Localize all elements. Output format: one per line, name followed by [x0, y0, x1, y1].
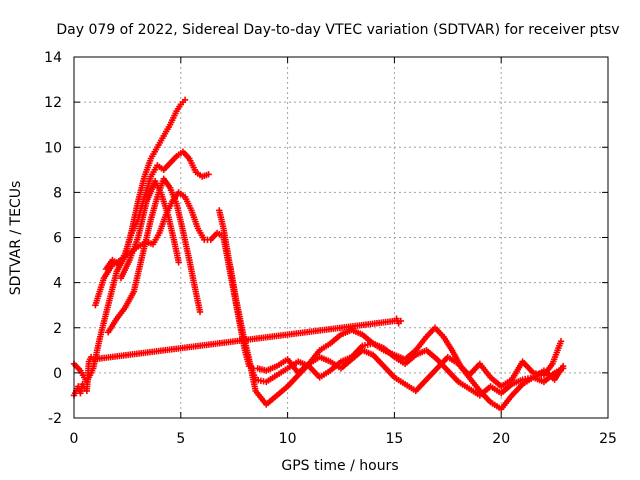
series-arc-f [216, 207, 564, 389]
y-tick-label: 0 [53, 366, 62, 382]
data-point [96, 304, 110, 342]
data-series [71, 97, 567, 413]
y-axis-title: SDTVAR / TECUs [8, 181, 24, 296]
data-point [131, 255, 145, 295]
chart-title: Day 079 of 2022, Sidereal Day-to-day VTE… [56, 22, 619, 38]
x-tick-label: 15 [385, 431, 403, 447]
y-tick-label: 8 [53, 185, 62, 201]
y-tick-label: 10 [44, 140, 62, 156]
series-arc-b [103, 149, 212, 273]
y-tick-label: 4 [53, 276, 62, 292]
y-tick-label: 2 [53, 321, 62, 337]
data-point [180, 228, 192, 261]
x-tick-label: 20 [492, 431, 510, 447]
data-point [92, 277, 106, 308]
data-point [84, 361, 92, 394]
sdtvar-chart: Day 079 of 2022, Sidereal Day-to-day VTE… [0, 0, 640, 480]
y-tick-label: 14 [44, 50, 62, 66]
y-tick-label: 12 [44, 95, 62, 111]
data-point [186, 257, 198, 293]
data-point [216, 207, 226, 229]
x-tick-label: 25 [599, 431, 617, 447]
x-tick-label: 10 [279, 431, 297, 447]
data-point [240, 329, 252, 360]
data-point [171, 239, 181, 263]
data-point [193, 288, 203, 312]
y-tick-label: -2 [48, 411, 62, 427]
x-axis-title: GPS time / hours [281, 458, 398, 474]
x-tick-label: 5 [176, 431, 185, 447]
y-tick-label: 6 [53, 231, 62, 247]
x-tick-label: 0 [70, 431, 79, 447]
data-point [165, 212, 177, 243]
data-point [246, 356, 258, 392]
data-point [173, 200, 185, 231]
data-point [227, 261, 239, 301]
